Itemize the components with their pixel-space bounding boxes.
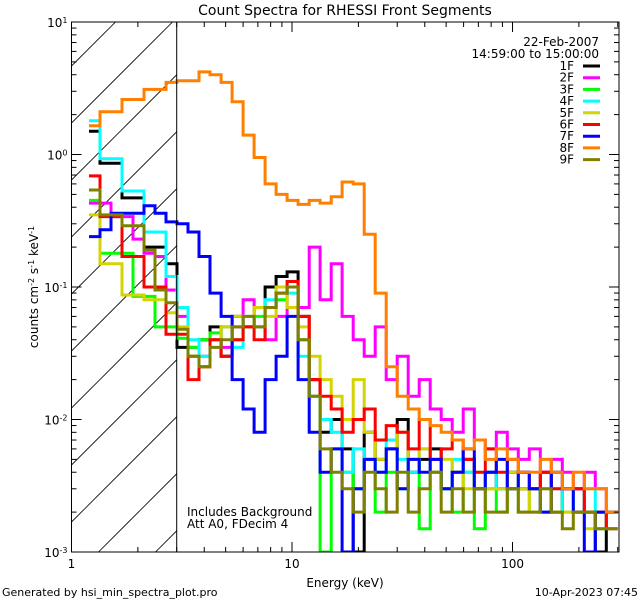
y-tick-label: 101 bbox=[47, 16, 67, 31]
legend-label-7F: 7F bbox=[559, 129, 574, 143]
chart-title: Count Spectra for RHESSI Front Segments bbox=[198, 3, 492, 19]
legend-label-3F: 3F bbox=[559, 82, 574, 96]
legend-label-6F: 6F bbox=[559, 118, 574, 132]
x-axis-label: Energy (keV) bbox=[306, 576, 383, 590]
hatch-line bbox=[71, 22, 174, 124]
hatch-line bbox=[71, 244, 177, 352]
hatch-line bbox=[71, 187, 177, 295]
axes: 1 10 100 10-3 10-2 10-1 100 101 bbox=[44, 16, 619, 571]
x-tick-label: 1 bbox=[68, 557, 76, 571]
legend-label-9F: 9F bbox=[559, 153, 574, 167]
x-tick-label: 10 bbox=[284, 557, 299, 571]
hatch-line bbox=[71, 358, 177, 466]
hatch-line bbox=[71, 22, 117, 67]
legend-label-2F: 2F bbox=[559, 71, 574, 85]
y-axis-label: counts cm-2 s-1 keV-1 bbox=[27, 226, 42, 348]
hatch-line bbox=[612, 0, 640, 552]
footer-timestamp: 10-Apr-2023 07:45 bbox=[535, 586, 638, 599]
hatch-line bbox=[71, 415, 177, 523]
footer-generated-by: Generated by hsi_min_spectra_plot.pro bbox=[2, 586, 218, 599]
series-line-8F bbox=[89, 70, 618, 514]
hatch-line bbox=[384, 0, 640, 552]
annotation-attenuator: Att A0, FDecim 4 bbox=[187, 517, 288, 531]
y-tick-label: 10-1 bbox=[44, 281, 67, 296]
hatch-line bbox=[71, 130, 177, 238]
hatch-line bbox=[71, 301, 177, 409]
legend-label-8F: 8F bbox=[559, 141, 574, 155]
y-tick-label: 100 bbox=[47, 148, 67, 163]
y-tick-label: 10-2 bbox=[44, 413, 67, 428]
hatch-line bbox=[270, 0, 640, 552]
series-line-9F bbox=[89, 188, 618, 531]
legend-label-5F: 5F bbox=[559, 106, 574, 120]
legend: 22-Feb-2007 14:59:00 to 15:00:00 1F2F3F4… bbox=[472, 35, 600, 167]
plot-frame bbox=[71, 21, 620, 553]
series-group bbox=[89, 70, 618, 552]
annotation-background: Includes Background bbox=[187, 505, 312, 519]
hatch-line bbox=[327, 0, 640, 552]
legend-date: 22-Feb-2007 bbox=[523, 35, 599, 49]
y-tick-label: 10-3 bbox=[44, 546, 67, 561]
legend-label-1F: 1F bbox=[559, 59, 574, 73]
hatch-line bbox=[0, 0, 89, 552]
legend-label-4F: 4F bbox=[559, 94, 574, 108]
legend-time-range: 14:59:00 to 15:00:00 bbox=[472, 47, 599, 61]
x-tick-label: 100 bbox=[501, 557, 524, 571]
